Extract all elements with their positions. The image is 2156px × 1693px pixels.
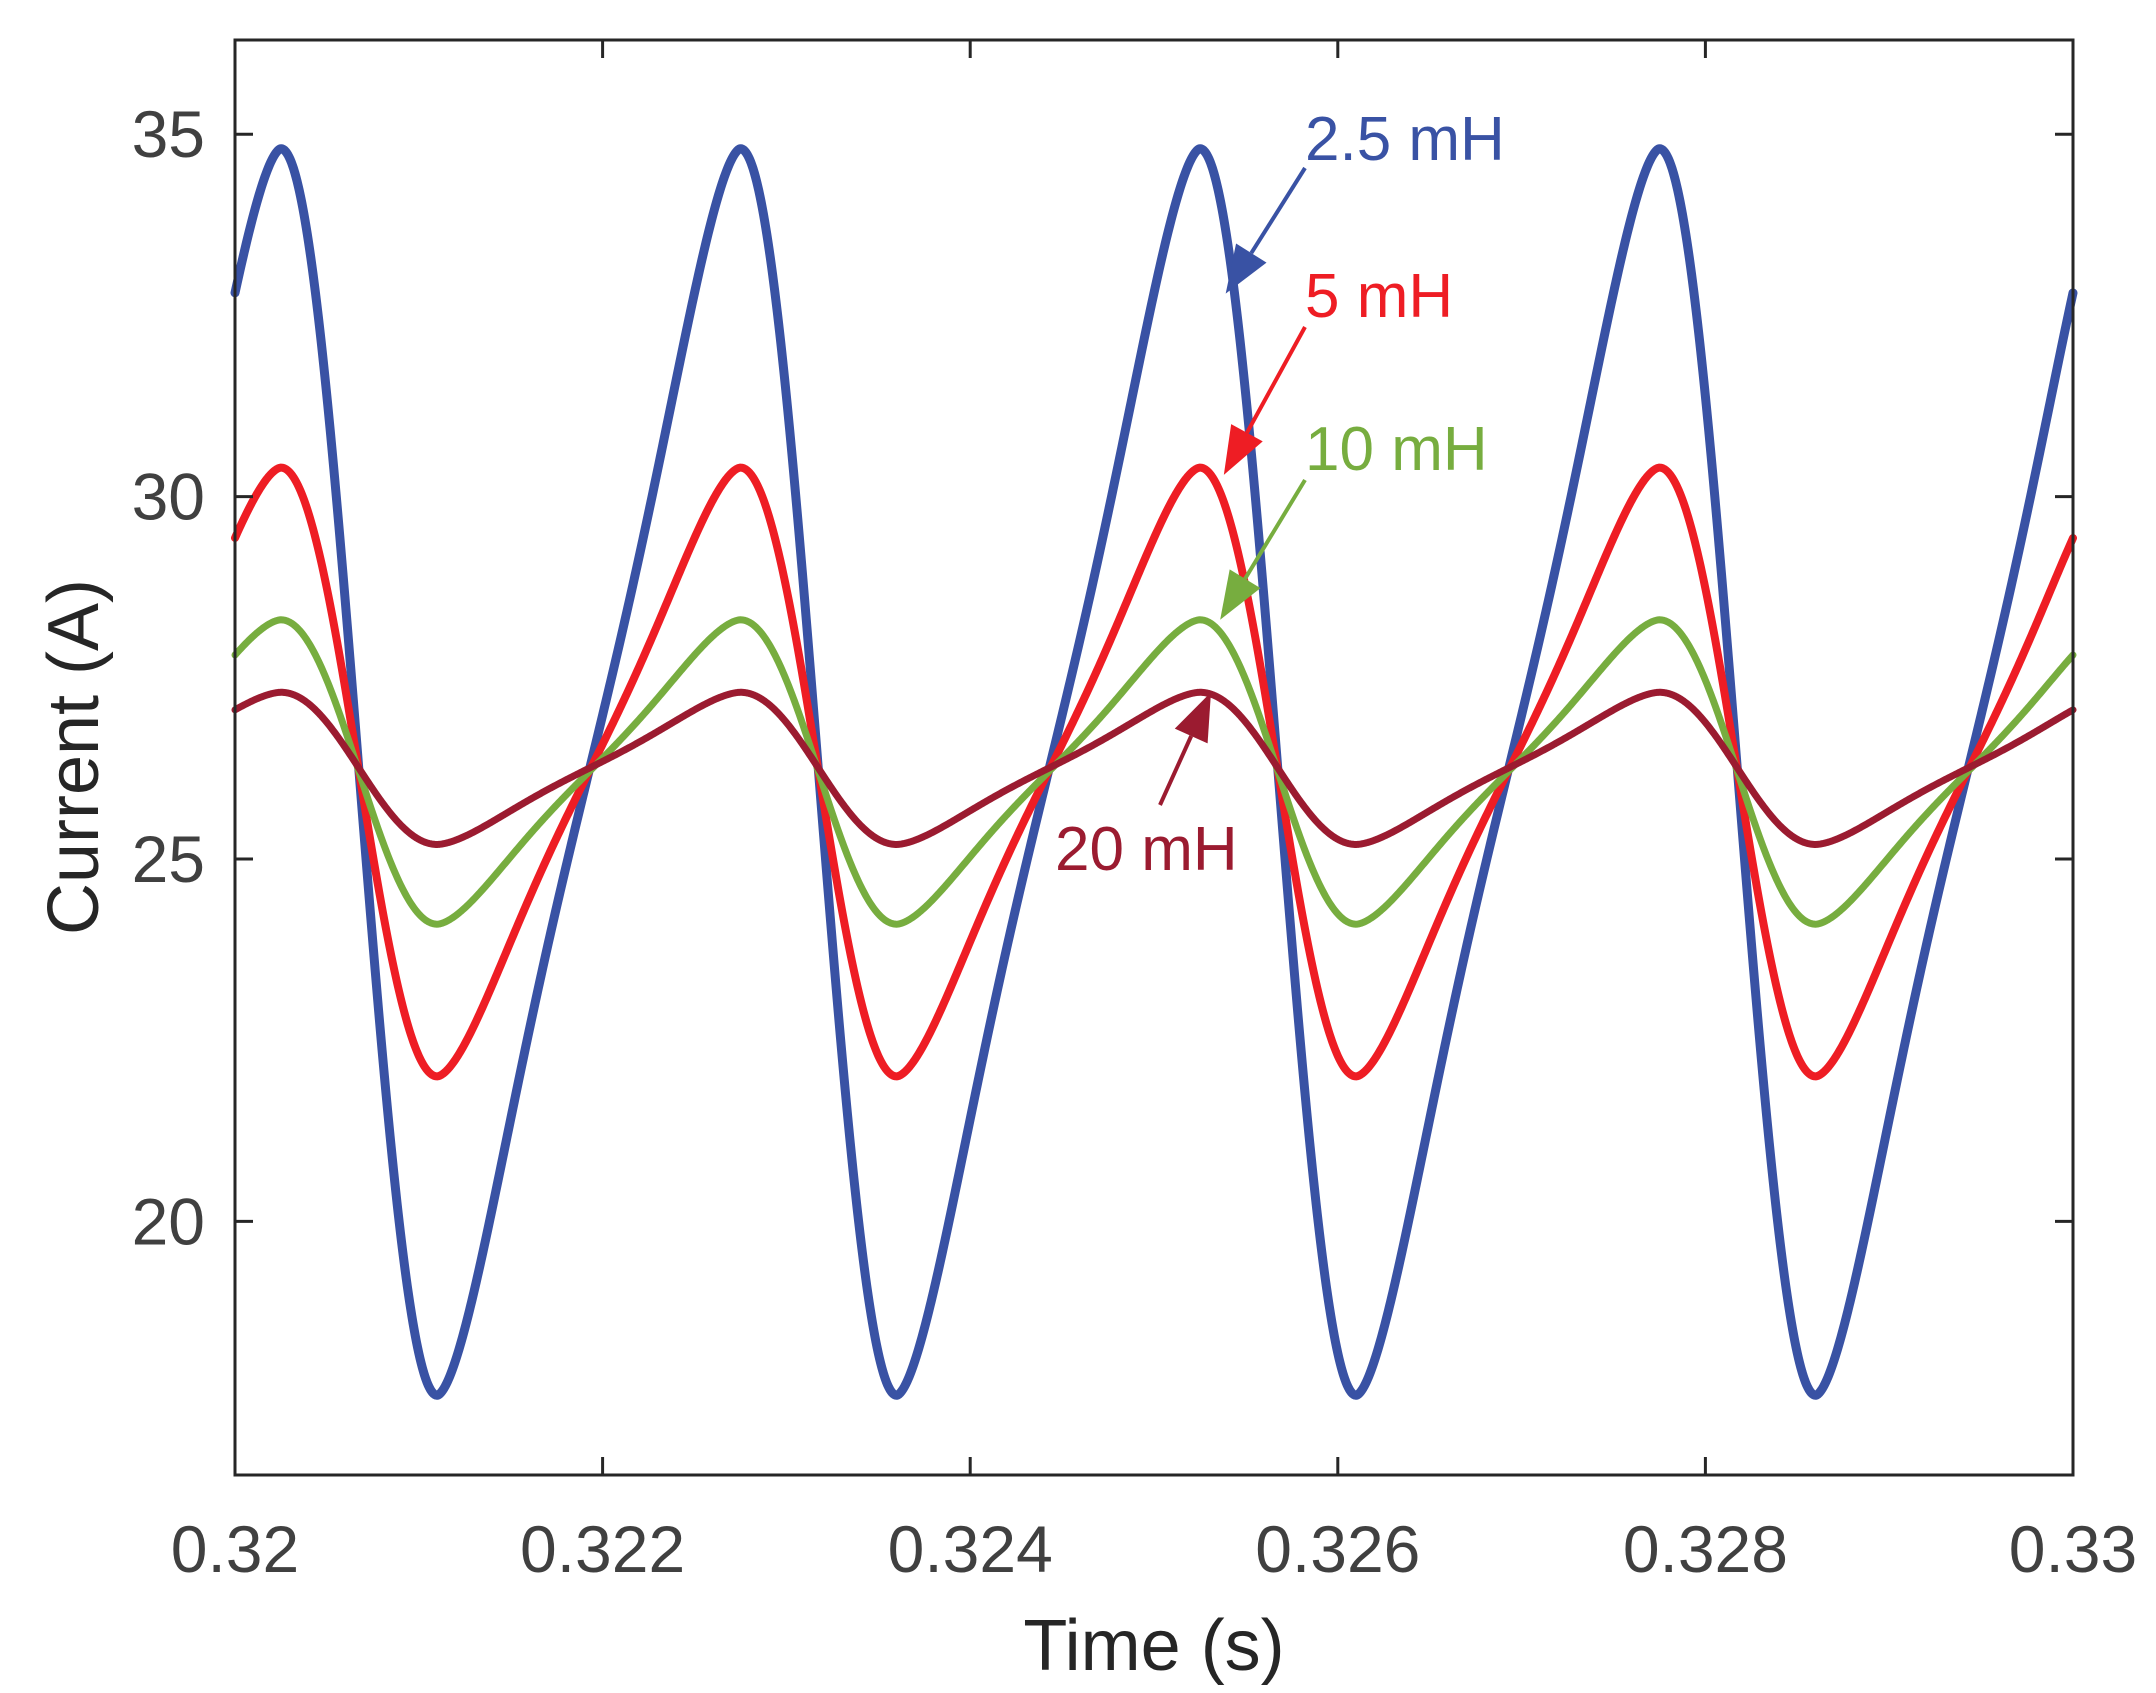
y-axis-ticks: 20 25 30 35 [132,97,2073,1258]
series-line-20-mh [231,688,2077,848]
y-tick-label: 30 [132,460,205,534]
x-axis-title: Time (s) [1023,1606,1284,1686]
x-tick-label: 0.324 [888,1512,1053,1586]
x-tick-label: 0.328 [1623,1512,1788,1586]
annotation-arrow-line [1245,326,1307,434]
annotation-arrow-line [1243,478,1307,580]
annotation-arrow-head [1174,692,1211,744]
series-line-5-mh [231,463,2077,1081]
annotation-arrow-line [1158,735,1194,806]
annotation-arrow-head [1220,569,1261,620]
annotation-arrow-head [1223,424,1263,475]
annotations: 2.5 mH 5 mH 10 mH 20 mH [1055,105,1505,884]
x-tick-label: 0.33 [2009,1512,2137,1586]
annotation-arrow-line [1249,166,1307,255]
series-line-2-5-mh [230,144,2078,1400]
x-tick-label: 0.322 [520,1512,685,1586]
series-layer [230,144,2078,1400]
y-axis-title: Current (A) [34,579,114,935]
y-tick-label: 35 [132,97,205,171]
x-tick-label: 0.32 [171,1512,299,1586]
annotation-label: 5 mH [1305,262,1453,331]
plot-frame [233,38,2075,1477]
y-tick-label: 25 [132,822,205,896]
annotation-label: 20 mH [1055,815,1238,884]
y-tick-label: 20 [132,1184,205,1258]
series-line-10-mh [231,616,2077,928]
x-tick-label: 0.326 [1255,1512,1420,1586]
annotation-label: 10 mH [1305,415,1488,484]
annotation-arrow-head [1225,243,1267,294]
annotation-label: 2.5 mH [1305,105,1505,174]
x-axis-ticks: 0.32 0.322 0.324 0.326 0.328 0.33 [171,40,2137,1586]
